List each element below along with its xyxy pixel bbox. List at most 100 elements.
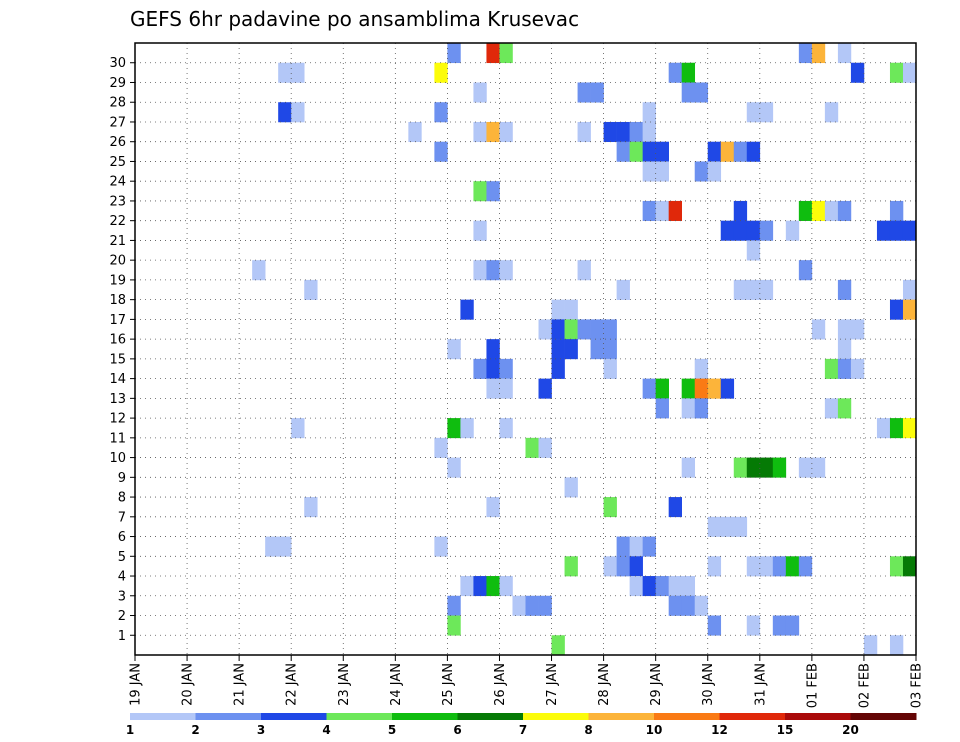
heatmap-cell	[655, 398, 669, 419]
heatmap-cell	[681, 457, 696, 478]
y-tick-label: 27	[109, 115, 126, 130]
heatmap-cell	[889, 62, 904, 83]
heatmap-cell	[616, 121, 630, 143]
heatmap-cell	[811, 457, 826, 478]
heatmap-cell	[551, 339, 565, 360]
heatmap-cell	[499, 378, 513, 399]
heatmap-cell	[304, 497, 318, 518]
heatmap-cell	[278, 62, 292, 83]
heatmap-cell	[434, 102, 448, 123]
legend-swatch	[719, 713, 786, 720]
heatmap-cell	[902, 62, 917, 83]
heatmap-cell	[577, 121, 591, 143]
heatmap-cell	[447, 595, 461, 616]
legend-swatch	[588, 713, 655, 720]
heatmap-cell	[668, 497, 682, 518]
heatmap-cell	[733, 141, 748, 162]
legend-swatch	[654, 713, 720, 720]
heatmap-cell	[694, 358, 709, 379]
heatmap-cell	[746, 556, 761, 577]
legend-label: 7	[519, 723, 527, 737]
heatmap-cell	[889, 299, 904, 320]
heatmap-cell	[473, 576, 487, 597]
heatmap-cell	[902, 220, 917, 241]
heatmap-cell	[772, 556, 787, 577]
heatmap-cell	[603, 358, 617, 379]
y-tick-label: 17	[109, 313, 126, 328]
chart-title: GEFS 6hr padavine po ansamblima Krusevac	[130, 7, 579, 31]
y-tick-label: 21	[109, 234, 126, 249]
heatmap-cell	[499, 418, 513, 439]
y-tick-label: 7	[118, 510, 126, 525]
heatmap-cell	[811, 319, 826, 340]
heatmap-cell	[798, 200, 813, 221]
heatmap-cell	[486, 181, 500, 202]
heatmap-cell	[746, 279, 761, 300]
heatmap-cell	[720, 378, 735, 399]
heatmap-cell	[759, 457, 774, 478]
heatmap-cell	[889, 220, 904, 241]
legend-label: 10	[646, 723, 663, 737]
heatmap-cell	[460, 576, 474, 597]
x-tick-label: 31 JAN	[753, 663, 768, 706]
heatmap-cell	[278, 536, 292, 557]
heatmap-cell	[798, 457, 813, 478]
heatmap-cell	[837, 43, 852, 64]
x-axis-ticks: 19 JAN 20 JAN 21 JAN 22 JAN 23 JAN 24 JAN 25 J…	[129, 655, 925, 708]
heatmap-cell	[733, 279, 748, 300]
legend-swatch	[523, 713, 589, 720]
heatmap-cell	[707, 556, 722, 577]
heatmap-cell	[291, 62, 305, 83]
heatmap-cell	[499, 260, 513, 281]
heatmap-cell	[759, 279, 774, 300]
heatmap-cell	[655, 576, 669, 597]
heatmap-cell	[837, 279, 852, 300]
heatmap-cell	[447, 418, 461, 439]
heatmap-cell	[655, 200, 669, 221]
heatmap-cell	[720, 220, 735, 241]
legend-swatch	[392, 713, 458, 720]
heatmap-cell	[616, 279, 630, 300]
legend-swatch	[195, 713, 262, 720]
heatmap-cell	[577, 82, 591, 103]
legend-label: 2	[191, 723, 199, 737]
heatmap-cell	[603, 339, 617, 360]
heatmap-cell	[681, 398, 696, 419]
x-tick-label: 30 JAN	[701, 663, 716, 706]
x-tick-label: 22 JAN	[285, 663, 300, 706]
heatmap-cell	[668, 62, 682, 83]
x-tick-label: 26 JAN	[493, 663, 508, 706]
y-tick-label: 30	[109, 56, 126, 71]
heatmap-cell	[629, 121, 643, 143]
heatmap-cell	[785, 556, 800, 577]
heatmap-cell	[694, 378, 709, 399]
heatmap-cell	[746, 240, 761, 261]
legend-label: 4	[322, 723, 330, 737]
heatmap-cell	[629, 536, 643, 557]
heatmap-cells	[252, 43, 917, 656]
heatmap-cell	[746, 457, 761, 478]
heatmap-cell	[473, 121, 487, 143]
x-tick-label: 24 JAN	[389, 663, 404, 706]
heatmap-cell	[486, 497, 500, 518]
legend-label: 8	[584, 723, 592, 737]
y-tick-label: 11	[109, 431, 126, 446]
heatmap-cell	[655, 161, 669, 182]
heatmap-cell	[603, 497, 617, 518]
heatmap-cell	[629, 141, 643, 162]
heatmap-cell	[889, 200, 904, 221]
heatmap-cell	[252, 260, 266, 281]
heatmap-cell	[434, 437, 448, 458]
heatmap-cell	[291, 102, 305, 123]
heatmap-cell	[707, 378, 722, 399]
heatmap-cell	[733, 220, 748, 241]
y-tick-label: 28	[109, 96, 126, 111]
heatmap-cell	[538, 595, 552, 616]
heatmap-cell	[447, 339, 461, 360]
heatmap-cell	[564, 339, 578, 360]
heatmap-cell	[707, 516, 722, 537]
heatmap-cell	[265, 536, 279, 557]
legend-label: 5	[388, 723, 396, 737]
heatmap-cell	[798, 260, 813, 281]
heatmap-cell	[525, 437, 539, 458]
